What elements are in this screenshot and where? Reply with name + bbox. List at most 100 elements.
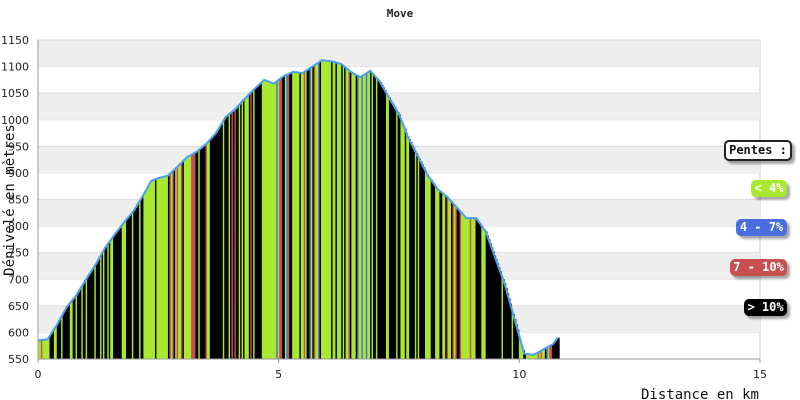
y-tick-label: 950 xyxy=(8,140,29,153)
slope-bar xyxy=(445,195,448,359)
slope-bar xyxy=(225,115,228,359)
slope-bar xyxy=(448,197,450,359)
slope-bar xyxy=(102,249,105,359)
slope-bar xyxy=(508,298,511,359)
slope-bar xyxy=(401,121,404,359)
slope-bar xyxy=(232,109,235,359)
slope-bar xyxy=(128,214,131,359)
slope-bar xyxy=(437,189,440,359)
slope-bar xyxy=(381,84,384,359)
slope-bar xyxy=(407,135,410,359)
y-tick-labels: 550 600 650 700 750 800 850 900 950 1000 1050 1100 1… xyxy=(1,34,29,366)
y-tick-label: 850 xyxy=(8,194,29,207)
slope-bar xyxy=(543,348,546,359)
slope-bar xyxy=(137,202,140,359)
slope-bar xyxy=(45,339,48,359)
slope-bar xyxy=(351,72,354,359)
y-tick-label: 700 xyxy=(8,273,29,286)
slope-bar xyxy=(290,72,293,360)
slope-bar xyxy=(101,251,104,359)
slope-bar xyxy=(127,216,130,359)
slope-bar xyxy=(544,347,547,359)
slope-bar xyxy=(507,293,510,359)
y-tick-label: 1100 xyxy=(1,61,29,74)
slope-bar xyxy=(165,175,167,359)
slope-bar xyxy=(256,86,258,359)
slope-bar xyxy=(75,294,78,359)
slope-bar xyxy=(331,61,333,359)
slope-bar xyxy=(114,232,117,359)
slope-bar xyxy=(452,202,455,359)
x-axis-title: Distance en km xyxy=(641,387,759,400)
slope-bar xyxy=(305,70,307,360)
slope-bar xyxy=(534,353,537,359)
legend-item-over-10: > 10% xyxy=(744,299,787,316)
slope-bar xyxy=(475,218,478,359)
slope-bar xyxy=(338,63,341,359)
slope-bar xyxy=(498,267,501,359)
slope-bar xyxy=(482,227,485,359)
slope-bar xyxy=(309,67,312,359)
slope-bar xyxy=(53,327,56,359)
slope-bar xyxy=(244,97,247,359)
slope-bar xyxy=(552,343,554,359)
slope-bar xyxy=(82,282,85,359)
slope-bar xyxy=(108,240,111,359)
slope-bar xyxy=(113,234,115,359)
slope-bar xyxy=(282,76,284,360)
slope-bar xyxy=(313,64,316,359)
y-tick-label: 550 xyxy=(8,353,29,366)
slope-bar xyxy=(248,93,251,359)
slope-bar xyxy=(326,60,329,360)
slope-bar xyxy=(95,261,98,359)
slope-bar xyxy=(386,92,388,360)
slope-bar xyxy=(433,183,436,359)
slope-bar xyxy=(218,126,221,359)
slope-bar xyxy=(396,109,398,359)
slope-bar xyxy=(149,181,152,359)
slope-bar xyxy=(339,63,342,360)
slope-bar xyxy=(261,80,264,359)
slope-bar xyxy=(141,194,144,359)
slope-bar xyxy=(497,263,500,359)
slope-bar xyxy=(247,94,250,359)
slope-bar xyxy=(63,309,66,359)
slope-bar xyxy=(410,142,413,359)
slope-bar xyxy=(228,113,231,359)
slope-bar xyxy=(511,308,514,359)
slope-bar xyxy=(279,78,281,360)
legend-item-under-4: < 4% xyxy=(751,180,787,197)
slope-bar xyxy=(276,80,279,360)
slope-bar xyxy=(547,346,550,359)
slope-bar xyxy=(43,339,46,359)
x-tick-label: 15 xyxy=(753,368,767,381)
slope-bar xyxy=(420,161,423,359)
slope-bar xyxy=(461,212,463,359)
slope-bar xyxy=(111,236,114,359)
slope-bar xyxy=(409,139,411,359)
slope-bar xyxy=(208,139,211,359)
slope-bar xyxy=(245,96,248,360)
slope-bar xyxy=(199,148,202,359)
slope-bar xyxy=(206,141,209,359)
slope-bar xyxy=(105,244,108,359)
slope-bar xyxy=(546,347,549,359)
slope-bar xyxy=(178,164,180,359)
slope-bars xyxy=(38,60,560,360)
slope-bar xyxy=(188,155,191,359)
slope-bar xyxy=(459,210,462,359)
slope-bar xyxy=(443,194,446,359)
slope-bar xyxy=(449,199,452,359)
slope-bar xyxy=(146,187,149,359)
slope-bar xyxy=(465,217,468,359)
slope-bar xyxy=(557,337,560,359)
slope-bar xyxy=(426,172,429,359)
slope-bar xyxy=(362,74,365,359)
slope-bar xyxy=(150,180,153,359)
slope-bar xyxy=(526,353,528,359)
legend-item-4-7: 4 - 7% xyxy=(736,219,787,236)
slope-bar xyxy=(531,354,534,359)
x-tick-label: 0 xyxy=(35,368,42,381)
slope-bar xyxy=(368,70,371,359)
legend-item-7-10: 7 - 10% xyxy=(730,259,787,276)
